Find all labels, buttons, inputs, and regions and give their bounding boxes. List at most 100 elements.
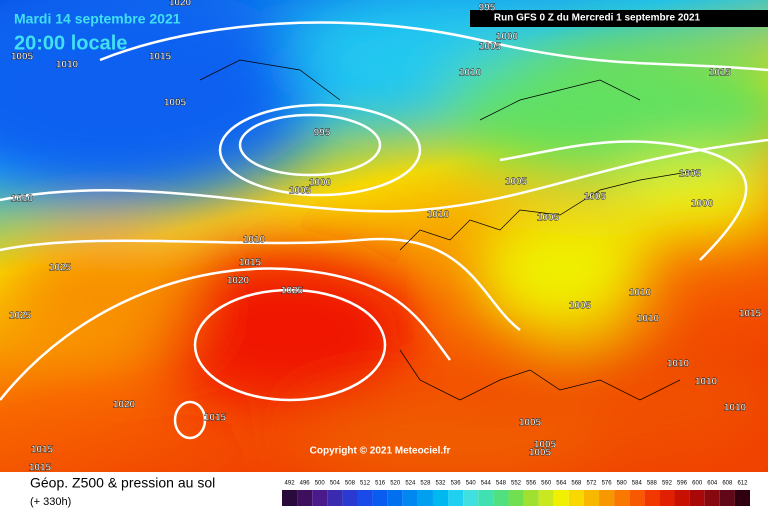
local-time: 20:00 locale (14, 32, 127, 54)
legend-swatch (417, 490, 433, 506)
isobar-label: 1025 (281, 286, 304, 297)
legend-label: 564 (556, 481, 567, 487)
legend-swatch (583, 490, 600, 506)
valid-date: Mardi 14 septembre 2021 (14, 11, 181, 27)
legend-swatch (357, 490, 373, 506)
legend-label: 588 (647, 481, 658, 487)
copyright: Copyright © 2021 Meteociel.fr (310, 446, 451, 457)
legend-swatch (704, 490, 720, 506)
legend-label: 608 (722, 481, 733, 487)
legend-label: 552 (511, 481, 522, 487)
legend-label: 592 (662, 481, 673, 487)
legend-label: 528 (420, 481, 431, 487)
isobar-label: 1015 (149, 52, 172, 63)
legend-swatch (689, 490, 705, 506)
isobar-label: 1005 (537, 213, 560, 224)
legend-label: 560 (541, 481, 552, 487)
legend-label: 604 (707, 481, 718, 487)
legend-swatch (312, 490, 328, 506)
legend-swatch (568, 490, 584, 506)
legend-swatch (538, 490, 554, 506)
isobar-label: 1010 (56, 60, 79, 71)
legend-label: 492 (285, 481, 296, 487)
isobar-label: 1005 (289, 186, 312, 197)
legend-label: 572 (586, 481, 597, 487)
isobar-label: 1005 (584, 192, 607, 203)
legend-swatch (599, 490, 615, 506)
legend-label: 504 (330, 481, 341, 487)
legend-swatch (282, 490, 298, 506)
legend-label: 580 (617, 481, 628, 487)
isobar-label: 1010 (427, 210, 450, 221)
legend-label: 576 (602, 481, 613, 487)
legend-swatch (734, 490, 750, 506)
isobar-label: 1005 (679, 169, 702, 180)
isobar-label: 1020 (169, 0, 192, 9)
isobar-label: 1015 (739, 309, 762, 320)
isobar-label: 1025 (49, 263, 72, 274)
isobar-label: 1005 (479, 42, 502, 53)
legend-swatch (448, 490, 464, 506)
coastlines (199, 59, 701, 401)
legend-label: 512 (360, 481, 371, 487)
legend-label: 600 (692, 481, 703, 487)
isobar-label: 1010 (667, 359, 690, 370)
isobar-label: 1005 (11, 52, 34, 63)
isobar-label: 1005 (505, 177, 528, 188)
legend-label: 584 (632, 481, 643, 487)
legend-label: 568 (571, 481, 582, 487)
legend-label: 596 (677, 481, 688, 487)
legend-swatch (553, 490, 569, 506)
isobar-label: 1010 (695, 377, 718, 388)
isobar-label: 1020 (113, 400, 136, 411)
legend-swatch (523, 490, 539, 506)
isobar-label: 1010 (243, 235, 266, 246)
isobar-label: 1005 (569, 301, 592, 312)
legend-label: 524 (405, 481, 416, 487)
isobar-label: 995 (314, 128, 331, 139)
legend-label: 544 (481, 481, 492, 487)
legend-swatch (342, 490, 358, 506)
isobar-label: 1005 (164, 98, 187, 109)
legend-label: 556 (526, 481, 537, 487)
legend-swatch (327, 490, 343, 506)
isobar-label: 1010 (724, 403, 747, 414)
isobar-label: 1015 (29, 463, 52, 474)
legend-swatch (719, 490, 735, 506)
legend-label: 496 (300, 481, 311, 487)
legend-swatch (614, 490, 630, 506)
isobar-label: 1015 (31, 445, 54, 456)
isobar-label: 1005 (519, 418, 542, 429)
isobar-label: 1010 (629, 288, 652, 299)
legend-swatch (463, 490, 479, 506)
isobar-label: 1015 (239, 258, 262, 269)
isobar-label: 1000 (496, 32, 519, 43)
isobar-label: 1000 (691, 199, 714, 210)
legend-swatch (372, 490, 388, 506)
legend-label: 516 (375, 481, 386, 487)
run-info: Run GFS 0 Z du Mercredi 1 septembre 2021 (494, 13, 701, 24)
legend-label: 532 (436, 481, 447, 487)
isobar-label: 1010 (11, 194, 34, 205)
legend-swatch (644, 490, 660, 506)
isobar-label: 1010 (459, 68, 482, 79)
isobar-label: 995 (479, 3, 496, 14)
isobar-label: 1000 (309, 178, 332, 189)
isobar-label: 1005 (529, 448, 552, 459)
footer-lead: (+ 330h) (30, 496, 71, 508)
run-banner (470, 10, 768, 27)
legend-swatch (297, 490, 313, 506)
isobar-label: 1015 (204, 413, 227, 424)
legend: 492 496 500 504 508 512 516 520 524 528 532 536 540 5… (282, 481, 750, 506)
isobar-label: 1005 (534, 440, 557, 451)
legend-label: 508 (345, 481, 356, 487)
legend-label: 612 (737, 481, 748, 487)
legend-swatch (387, 490, 403, 506)
legend-label: 520 (390, 481, 401, 487)
isobars (0, 21, 768, 440)
legend-swatch (432, 490, 449, 506)
legend-label: 536 (451, 481, 462, 487)
legend-swatch (493, 490, 509, 506)
